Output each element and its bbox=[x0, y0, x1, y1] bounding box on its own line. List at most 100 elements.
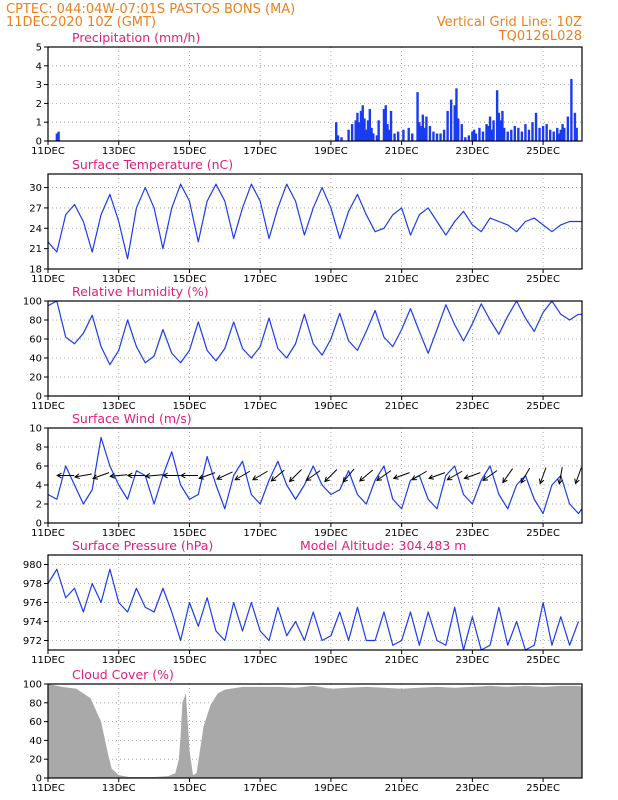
x-tick-label: 25DEC bbox=[526, 783, 560, 794]
wind-arrow bbox=[56, 472, 75, 479]
precip-bar bbox=[418, 122, 421, 141]
precip-bar bbox=[506, 131, 509, 141]
precip-bar bbox=[393, 133, 396, 141]
wind-arrow-shaft bbox=[252, 470, 268, 481]
wind-arrow bbox=[198, 472, 216, 480]
wind-arrow-head bbox=[270, 476, 277, 482]
wind-arrow-head bbox=[392, 474, 399, 480]
wind-arrow-shaft bbox=[558, 467, 563, 484]
precip-bar bbox=[388, 129, 391, 141]
x-tick-label: 23DEC bbox=[456, 274, 490, 285]
precip-bar bbox=[347, 129, 350, 141]
wind-arrow-head bbox=[342, 477, 348, 483]
precip-bar bbox=[481, 131, 485, 141]
wind-arrow-head bbox=[502, 477, 508, 484]
temperature-title: Surface Temperature (nC) bbox=[72, 157, 233, 172]
wind-arrow-head bbox=[324, 476, 330, 483]
x-tick-label: 11DEC bbox=[31, 528, 65, 539]
y-tick-label: 80 bbox=[29, 698, 42, 709]
x-tick-label: 11DEC bbox=[31, 146, 65, 157]
y-tick-label: 0 bbox=[36, 774, 42, 785]
y-tick-label: 100 bbox=[23, 680, 42, 691]
y-tick-label: 2 bbox=[36, 500, 42, 511]
x-tick-label: 17DEC bbox=[243, 783, 277, 794]
wind-arrow bbox=[376, 470, 392, 481]
y-tick-label: 3 bbox=[36, 80, 42, 91]
wind-arrow bbox=[342, 468, 355, 483]
x-tick-label: 17DEC bbox=[243, 528, 277, 539]
precip-bar bbox=[356, 112, 359, 141]
wind-arrow bbox=[557, 467, 563, 485]
precip-bar bbox=[335, 122, 338, 141]
wind-arrow-shaft bbox=[539, 467, 547, 484]
wind-arrow-shaft bbox=[428, 472, 446, 479]
wind-arrow-shaft bbox=[110, 474, 128, 477]
wind-arrow bbox=[305, 470, 321, 481]
precip-bar bbox=[488, 116, 492, 141]
y-tick-label: 20 bbox=[29, 373, 42, 384]
run-date: 11DEC2020 10Z (GMT) bbox=[6, 15, 156, 30]
y-tick-label: 30 bbox=[29, 183, 42, 194]
wind-arrow bbox=[126, 472, 145, 479]
y-tick-label: 0 bbox=[36, 519, 42, 530]
wind-arrow-head bbox=[482, 475, 489, 481]
y-tick-label: 20 bbox=[29, 755, 42, 766]
x-tick-label: 11DEC bbox=[31, 401, 65, 412]
y-tick-label: 1 bbox=[36, 118, 42, 129]
wind-arrow-head bbox=[109, 473, 116, 479]
wind-arrow-head bbox=[126, 472, 133, 479]
wind-arrow bbox=[358, 469, 374, 482]
y-tick-label: 21 bbox=[29, 244, 42, 255]
temperature-line bbox=[47, 183, 582, 260]
y-tick-label: 4 bbox=[36, 481, 42, 492]
y-tick-label: 2 bbox=[36, 99, 42, 110]
precip-bar bbox=[368, 109, 372, 141]
precip-bar bbox=[460, 124, 463, 141]
wind-arrow bbox=[162, 472, 181, 479]
precip-bar bbox=[370, 127, 373, 141]
wind-arrow-head bbox=[144, 473, 151, 479]
precip-bar bbox=[336, 135, 340, 141]
precip-bar bbox=[570, 78, 573, 141]
precip-bar bbox=[531, 122, 534, 141]
precip-bar bbox=[513, 125, 517, 141]
y-tick-label: 100 bbox=[23, 297, 42, 308]
x-tick-label: 17DEC bbox=[243, 146, 277, 157]
panel-frame bbox=[47, 173, 583, 270]
precip-bar bbox=[561, 124, 564, 141]
wind-arrow-shaft bbox=[74, 473, 92, 478]
wind-arrow bbox=[324, 469, 338, 483]
precip-bar bbox=[501, 110, 504, 141]
wind-arrow-shaft bbox=[305, 470, 321, 481]
wind-arrow-head bbox=[73, 473, 80, 480]
x-tick-label: 23DEC bbox=[456, 146, 490, 157]
precip-bar bbox=[510, 129, 513, 141]
x-tick-label: 19DEC bbox=[314, 274, 348, 285]
precip-bar bbox=[556, 127, 559, 141]
y-tick-label: 24 bbox=[29, 224, 42, 235]
pressure-panel: 972 974 976 978 980 11DEC 13DEC 15DEC 17DEC 19DEC… bbox=[23, 538, 583, 666]
precip-bar bbox=[377, 120, 380, 141]
wind-arrow-head bbox=[234, 475, 241, 481]
precip-bar bbox=[575, 127, 578, 141]
wind-arrow bbox=[463, 472, 481, 480]
wind-arrow bbox=[520, 467, 531, 484]
precip-bar bbox=[545, 124, 548, 141]
x-tick-label: 15DEC bbox=[173, 401, 207, 412]
wind-arrow-head bbox=[179, 472, 186, 479]
panel-frame bbox=[47, 300, 583, 397]
wind-arrow-head bbox=[428, 474, 435, 480]
wind-arrow-head bbox=[376, 475, 383, 481]
wind-arrow-head bbox=[216, 474, 223, 480]
cloud-title: Cloud Cover (%) bbox=[72, 667, 174, 682]
y-tick-label: 27 bbox=[29, 203, 42, 214]
y-tick-label: 980 bbox=[23, 560, 42, 571]
precip-bar bbox=[487, 125, 490, 141]
x-tick-label: 13DEC bbox=[102, 655, 136, 666]
precip-panel: 0 1 2 3 4 5 11DEC 13DEC 15DEC 17DEC 19DEC 21DEC 23DE… bbox=[31, 30, 583, 157]
x-tick-label: 17DEC bbox=[243, 655, 277, 666]
y-tick-label: 4 bbox=[36, 61, 42, 72]
precip-bar bbox=[548, 129, 552, 141]
pressure-line bbox=[47, 568, 580, 651]
